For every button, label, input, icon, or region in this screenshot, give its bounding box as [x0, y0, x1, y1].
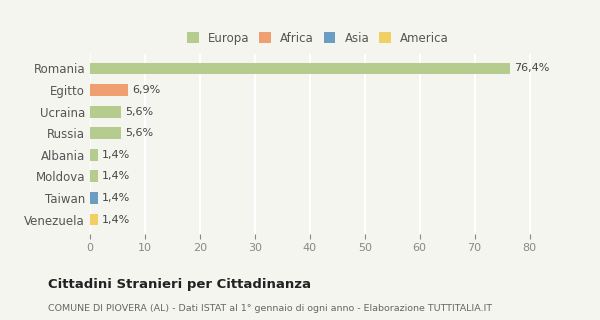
Text: 1,4%: 1,4% [102, 172, 130, 181]
Text: 6,9%: 6,9% [133, 85, 161, 95]
Text: 5,6%: 5,6% [125, 107, 153, 116]
Bar [90, 62, 510, 75]
Text: Cittadini Stranieri per Cittadinanza: Cittadini Stranieri per Cittadinanza [48, 278, 311, 292]
Legend: Europa, Africa, Asia, America: Europa, Africa, Asia, America [184, 28, 452, 48]
Bar [90, 149, 98, 161]
Bar [90, 213, 98, 226]
Text: 1,4%: 1,4% [102, 214, 130, 225]
Text: 1,4%: 1,4% [102, 193, 130, 203]
Bar [90, 171, 98, 182]
Bar [90, 84, 128, 96]
Text: COMUNE DI PIOVERA (AL) - Dati ISTAT al 1° gennaio di ogni anno - Elaborazione TU: COMUNE DI PIOVERA (AL) - Dati ISTAT al 1… [48, 304, 492, 313]
Bar [90, 106, 121, 117]
Bar [90, 192, 98, 204]
Text: 1,4%: 1,4% [102, 150, 130, 160]
Bar [90, 127, 121, 139]
Text: 76,4%: 76,4% [514, 63, 550, 74]
Text: 5,6%: 5,6% [125, 128, 153, 138]
